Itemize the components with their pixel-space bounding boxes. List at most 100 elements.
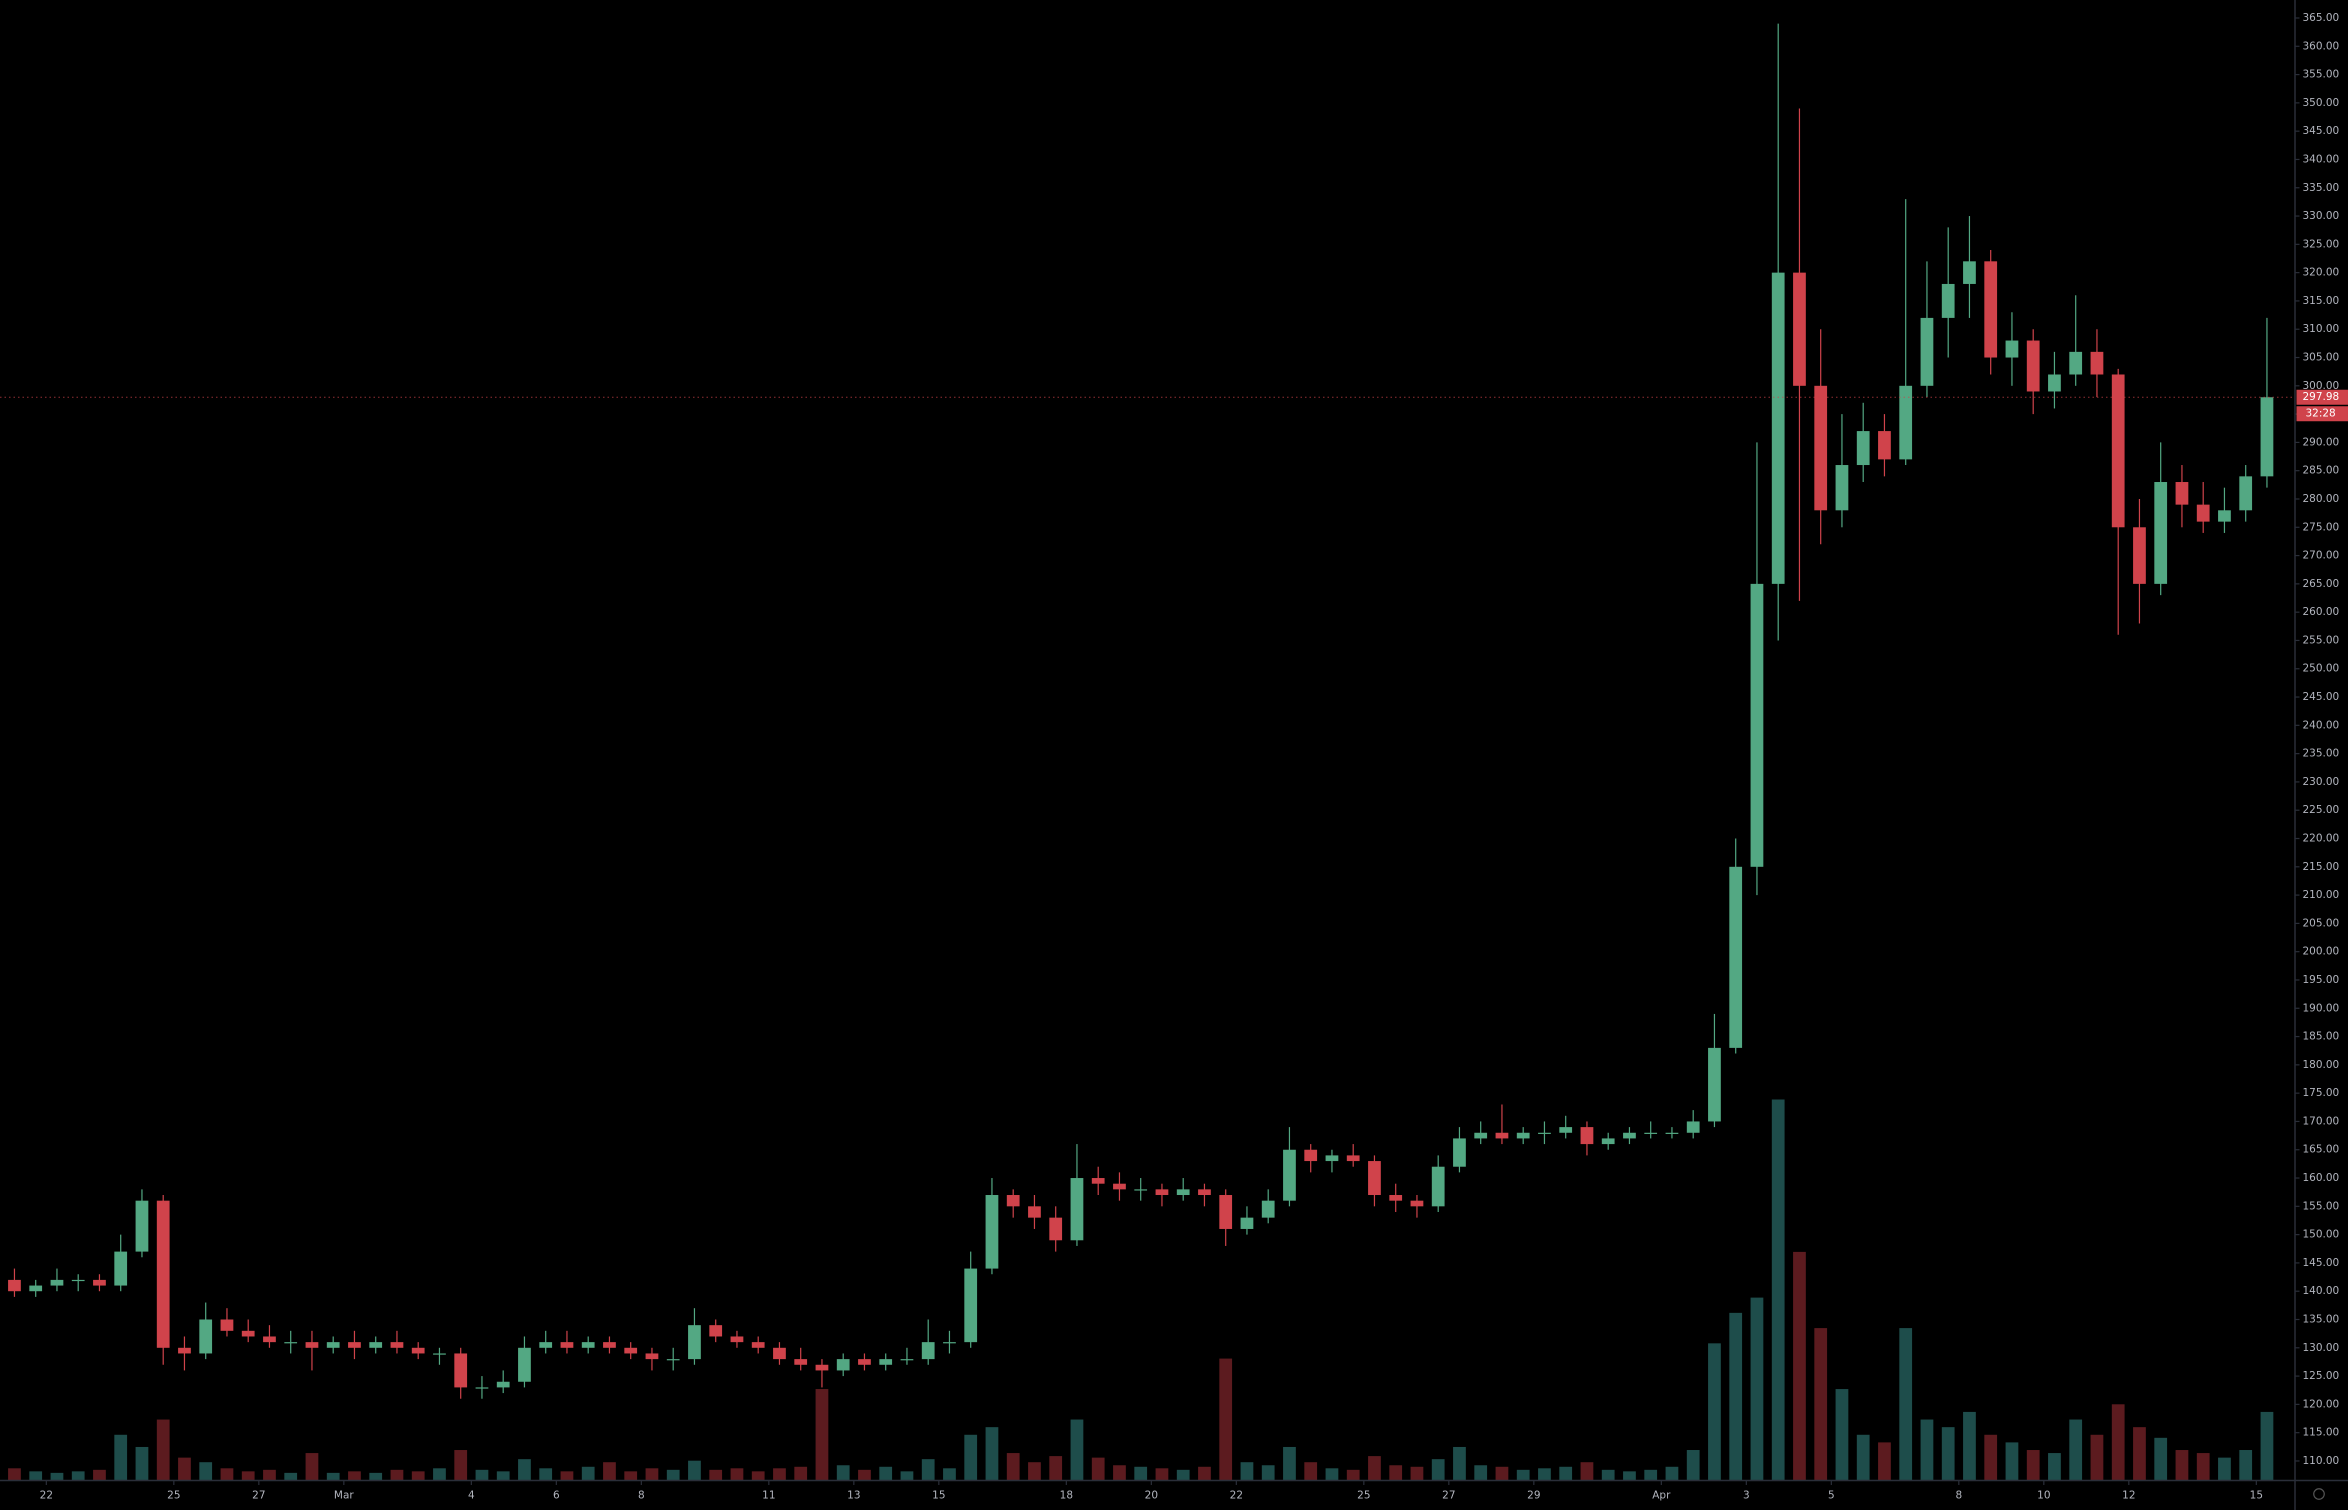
candle-body	[1856, 431, 1870, 466]
y-tick-label: 320.00	[2302, 267, 2339, 279]
y-tick-label: 340.00	[2302, 153, 2339, 165]
candle-body	[1006, 1195, 1020, 1207]
y-tick-label: 255.00	[2302, 634, 2339, 646]
volume-bar	[1984, 1434, 1998, 1481]
candle-body	[2069, 351, 2083, 375]
volume-bar	[836, 1465, 850, 1481]
volume-bar	[2154, 1437, 2168, 1481]
y-tick-label: 185.00	[2302, 1031, 2339, 1043]
candle-body	[2218, 510, 2231, 522]
volume-bar	[1814, 1328, 1828, 1481]
volume-bar	[1431, 1459, 1445, 1481]
y-tick-label: 315.00	[2302, 295, 2339, 307]
volume-bar	[1198, 1466, 1211, 1481]
x-tick-label: 22	[40, 1489, 53, 1501]
y-tick-label: 355.00	[2302, 69, 2339, 81]
volume-bar	[2196, 1453, 2210, 1481]
x-tick-label: 12	[2122, 1489, 2135, 1501]
volume-bar	[8, 1468, 21, 1481]
candle-body	[1176, 1189, 1190, 1196]
volume-bar	[2026, 1450, 2040, 1481]
candle-body	[1240, 1217, 1254, 1229]
volume-bar	[539, 1468, 553, 1481]
candle-body	[1580, 1127, 1594, 1145]
candle-body	[1346, 1155, 1360, 1162]
candle-body	[1644, 1132, 1658, 1134]
candle-body	[29, 1285, 43, 1292]
x-tick-label: 27	[1442, 1489, 1455, 1501]
candle-body	[1283, 1149, 1296, 1201]
candle-body	[1984, 261, 1998, 358]
candle-body	[1431, 1166, 1445, 1207]
volume-bar	[1559, 1466, 1573, 1481]
x-tick-label: 20	[1145, 1489, 1158, 1501]
candle-body	[1134, 1189, 1148, 1191]
candle-body	[178, 1347, 191, 1354]
candle-body	[1623, 1132, 1636, 1139]
y-tick-label: 190.00	[2302, 1002, 2339, 1014]
candle-body	[93, 1279, 106, 1286]
volume-bar	[709, 1469, 723, 1481]
volume-bar	[1601, 1469, 1615, 1481]
candle-body	[1814, 385, 1828, 511]
candle-body	[1389, 1195, 1403, 1201]
volume-pane	[8, 1099, 2274, 1481]
volume-bar	[411, 1471, 425, 1481]
candle-body	[773, 1347, 786, 1360]
candle-body	[964, 1268, 978, 1343]
volume-bar	[666, 1469, 680, 1481]
volume-bar	[581, 1466, 595, 1481]
volume-bar	[1793, 1251, 1806, 1481]
y-tick-label: 280.00	[2302, 493, 2339, 505]
volume-bar	[964, 1434, 978, 1481]
volume-bar	[1878, 1442, 1891, 1481]
candle-body	[8, 1279, 21, 1292]
y-tick-label: 180.00	[2302, 1059, 2339, 1071]
volume-bar	[858, 1469, 871, 1481]
volume-bar	[305, 1453, 319, 1481]
volume-bar	[1261, 1465, 1275, 1481]
candle-body	[2111, 374, 2125, 528]
volume-bar	[815, 1389, 829, 1481]
candle-body	[1304, 1149, 1318, 1162]
volume-bar	[156, 1419, 170, 1481]
candle-body	[2090, 351, 2104, 375]
candle-body	[305, 1342, 319, 1348]
volume-bar	[220, 1468, 234, 1481]
volume-bar	[1835, 1389, 1849, 1481]
x-tick-label: 3	[1743, 1489, 1750, 1501]
volume-bar	[1644, 1469, 1658, 1481]
x-tick-label: 27	[252, 1489, 265, 1501]
x-tick-label: 29	[1527, 1489, 1540, 1501]
volume-bar	[71, 1471, 85, 1481]
candle-body	[1219, 1195, 1233, 1229]
candle-body	[1665, 1132, 1679, 1134]
x-tick-label: 18	[1060, 1489, 1073, 1501]
candle-body	[794, 1359, 808, 1365]
candle-body	[263, 1336, 276, 1343]
candle-body	[220, 1319, 234, 1331]
volume-bar	[1941, 1427, 1955, 1481]
volume-bar	[50, 1472, 64, 1481]
settings-icon[interactable]	[2313, 1488, 2325, 1500]
y-tick-label: 325.00	[2302, 238, 2339, 250]
volume-bar	[2111, 1404, 2125, 1481]
candle-body	[730, 1336, 744, 1343]
candle-body	[815, 1364, 829, 1371]
candle-body	[921, 1342, 935, 1360]
volume-bar	[1686, 1450, 1700, 1481]
volume-bar	[2260, 1411, 2274, 1481]
volume-bar	[114, 1434, 128, 1481]
volume-bar	[1495, 1466, 1509, 1481]
volume-bar	[1113, 1465, 1126, 1481]
x-tick-label: Apr	[1652, 1489, 1671, 1501]
volume-bar	[284, 1472, 298, 1481]
y-tick-label: 270.00	[2302, 550, 2339, 562]
candle-body	[1516, 1132, 1530, 1139]
candle-body	[1835, 465, 1849, 511]
candle-body	[2005, 340, 2019, 358]
volume-bar	[1729, 1312, 1743, 1481]
countdown-box	[2296, 406, 2348, 422]
